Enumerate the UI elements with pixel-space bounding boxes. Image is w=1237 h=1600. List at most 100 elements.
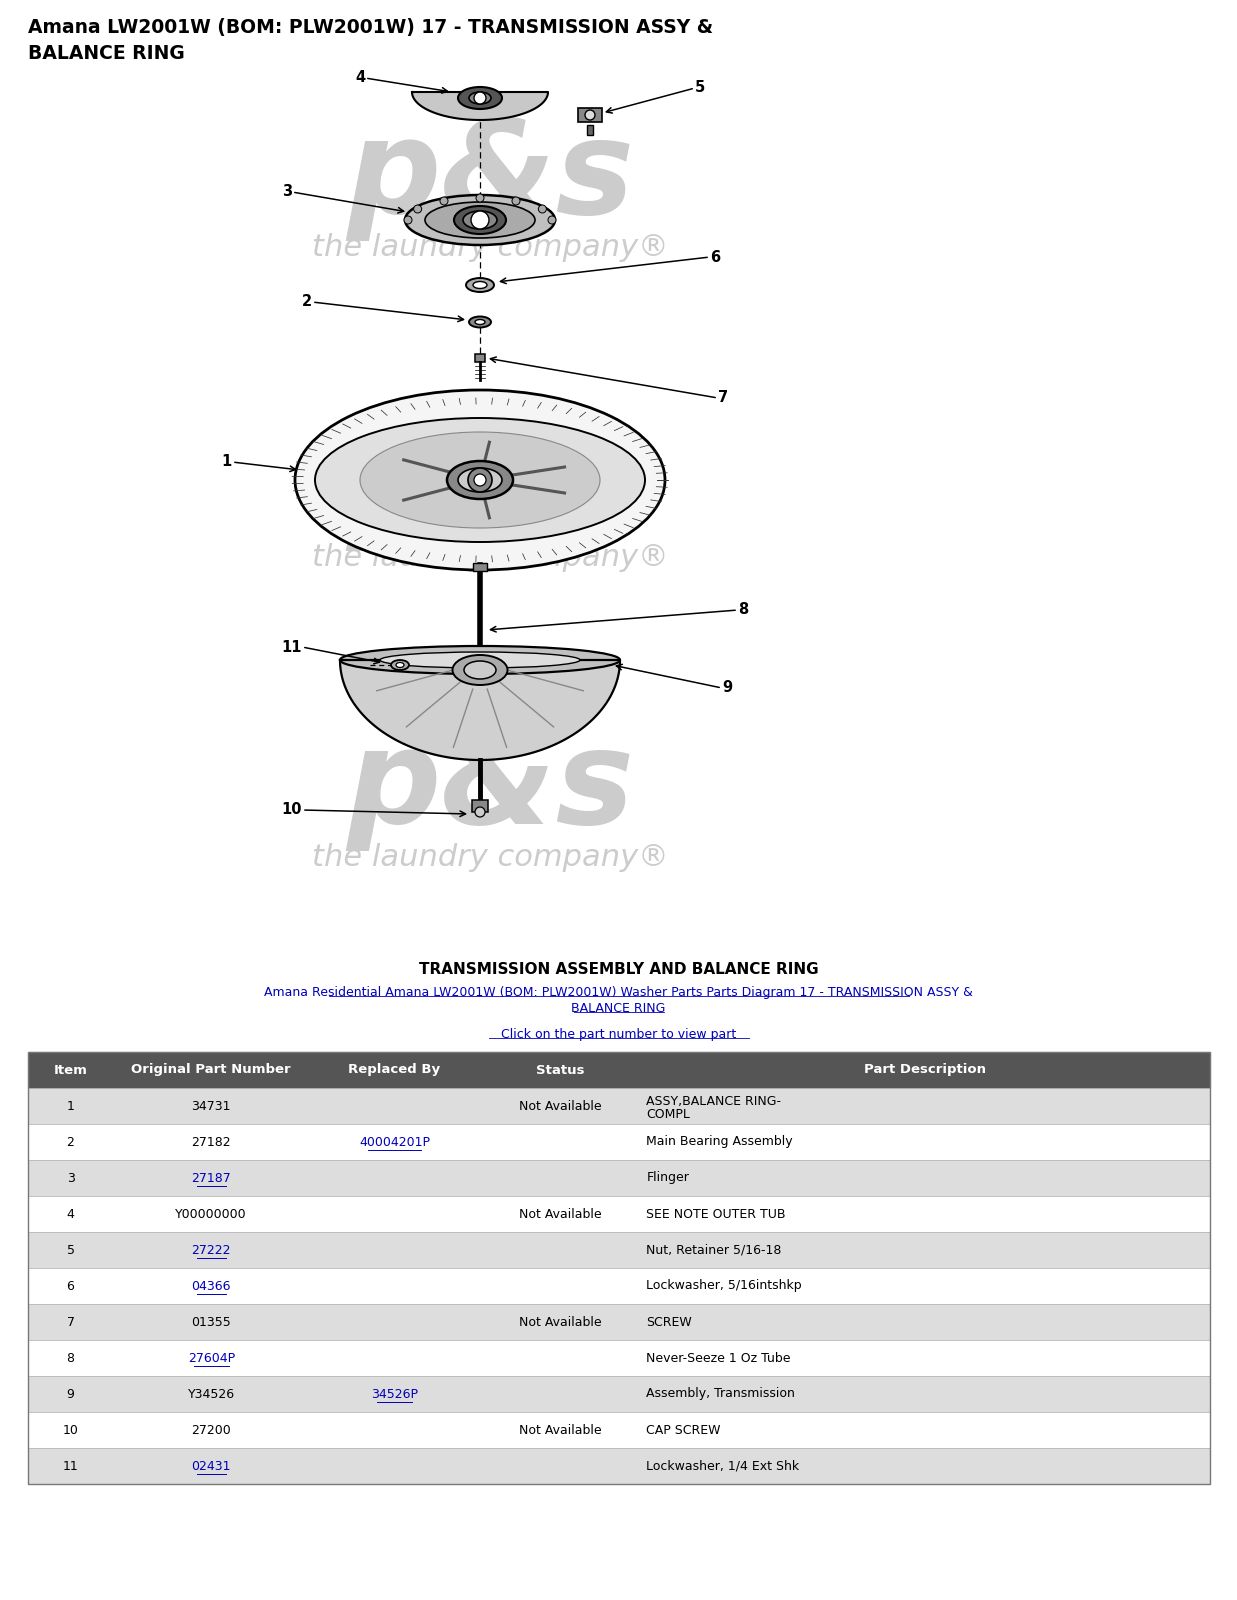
Text: 7: 7: [67, 1315, 74, 1328]
Circle shape: [512, 197, 520, 205]
Text: p&s: p&s: [346, 725, 635, 851]
Text: BALANCE RING: BALANCE RING: [28, 43, 184, 62]
Text: SCREW: SCREW: [646, 1315, 691, 1328]
Text: 6: 6: [710, 250, 720, 264]
Text: Never-Seeze 1 Oz Tube: Never-Seeze 1 Oz Tube: [646, 1352, 790, 1365]
Text: TRANSMISSION ASSEMBLY AND BALANCE RING: TRANSMISSION ASSEMBLY AND BALANCE RING: [418, 962, 819, 978]
Text: 11: 11: [63, 1459, 78, 1472]
Text: CAP SCREW: CAP SCREW: [646, 1424, 721, 1437]
Text: 6: 6: [67, 1280, 74, 1293]
Text: COMPL: COMPL: [646, 1109, 690, 1122]
Ellipse shape: [458, 467, 502, 493]
Ellipse shape: [473, 282, 487, 288]
Text: 27200: 27200: [192, 1424, 231, 1437]
Text: 2: 2: [302, 294, 312, 309]
Text: 8: 8: [738, 603, 748, 618]
Circle shape: [404, 216, 412, 224]
Ellipse shape: [360, 432, 600, 528]
Text: Lockwasher, 5/16intshkp: Lockwasher, 5/16intshkp: [646, 1280, 802, 1293]
Bar: [28, 1123, 1210, 1160]
Text: SEE NOTE OUTER TUB: SEE NOTE OUTER TUB: [646, 1208, 785, 1221]
Text: Not Available: Not Available: [518, 1424, 601, 1437]
Text: 5: 5: [695, 80, 705, 96]
Ellipse shape: [426, 202, 534, 238]
Text: Nut, Retainer 5/16-18: Nut, Retainer 5/16-18: [646, 1243, 782, 1256]
Text: 11: 11: [282, 640, 302, 654]
Text: BALANCE RING: BALANCE RING: [571, 1002, 666, 1014]
Bar: [473, 800, 489, 813]
Text: 1: 1: [221, 454, 233, 469]
Ellipse shape: [315, 418, 644, 542]
Text: p&s: p&s: [346, 424, 635, 552]
Ellipse shape: [380, 653, 580, 669]
Text: Part Description: Part Description: [865, 1064, 986, 1077]
Text: 27187: 27187: [192, 1171, 231, 1184]
Ellipse shape: [458, 86, 502, 109]
Ellipse shape: [447, 461, 513, 499]
Circle shape: [471, 211, 489, 229]
Circle shape: [474, 91, 486, 104]
Text: 27222: 27222: [192, 1243, 231, 1256]
Ellipse shape: [469, 317, 491, 328]
Bar: [475, 354, 485, 362]
Text: Click on the part number to view part: Click on the part number to view part: [501, 1029, 736, 1042]
Circle shape: [538, 205, 547, 213]
Bar: [28, 1088, 1210, 1123]
Bar: [588, 125, 593, 134]
Text: Lockwasher, 1/4 Ext Shk: Lockwasher, 1/4 Ext Shk: [646, 1459, 799, 1472]
Circle shape: [413, 205, 422, 213]
Ellipse shape: [469, 91, 491, 104]
Circle shape: [474, 474, 486, 486]
Bar: [28, 1341, 1210, 1376]
Text: Y34526: Y34526: [188, 1387, 235, 1400]
Bar: [28, 1376, 1210, 1411]
Circle shape: [585, 110, 595, 120]
Text: p&s: p&s: [346, 114, 635, 242]
Ellipse shape: [475, 320, 485, 325]
Text: 40004201P: 40004201P: [359, 1136, 430, 1149]
Text: 4: 4: [355, 70, 365, 85]
Text: Amana Residential Amana LW2001W (BOM: PLW2001W) Washer Parts Parts Diagram 17 - : Amana Residential Amana LW2001W (BOM: PL…: [263, 986, 974, 998]
Text: 10: 10: [63, 1424, 78, 1437]
Text: Flinger: Flinger: [646, 1171, 689, 1184]
Text: Status: Status: [536, 1064, 584, 1077]
Polygon shape: [412, 91, 548, 120]
Text: 9: 9: [722, 680, 732, 696]
Text: 34526P: 34526P: [371, 1387, 418, 1400]
Bar: [28, 1160, 1210, 1197]
Bar: [28, 1267, 1210, 1304]
Text: Not Available: Not Available: [518, 1099, 601, 1112]
Bar: [28, 1448, 1210, 1485]
Text: Main Bearing Assembly: Main Bearing Assembly: [646, 1136, 793, 1149]
Polygon shape: [340, 659, 620, 760]
Circle shape: [476, 194, 484, 202]
Circle shape: [548, 216, 555, 224]
Circle shape: [440, 197, 448, 205]
Text: 10: 10: [282, 803, 302, 818]
Text: 2: 2: [67, 1136, 74, 1149]
Circle shape: [475, 806, 485, 818]
Text: 27182: 27182: [192, 1136, 231, 1149]
Ellipse shape: [294, 390, 666, 570]
Bar: [578, 109, 602, 122]
Ellipse shape: [466, 278, 494, 291]
Text: the laundry company®: the laundry company®: [312, 843, 668, 872]
Text: 8: 8: [67, 1352, 74, 1365]
Circle shape: [468, 467, 492, 493]
Bar: [28, 1197, 1210, 1232]
Text: the laundry company®: the laundry company®: [312, 232, 668, 261]
Text: 04366: 04366: [192, 1280, 231, 1293]
Ellipse shape: [396, 662, 404, 667]
Ellipse shape: [464, 661, 496, 678]
Ellipse shape: [391, 659, 409, 670]
Text: Not Available: Not Available: [518, 1315, 601, 1328]
Text: 4: 4: [67, 1208, 74, 1221]
Text: Replaced By: Replaced By: [349, 1064, 440, 1077]
Bar: [473, 563, 487, 571]
Text: 02431: 02431: [192, 1459, 231, 1472]
Text: 3: 3: [282, 184, 292, 200]
Bar: [28, 1304, 1210, 1341]
Text: the laundry company®: the laundry company®: [312, 542, 668, 571]
Bar: [28, 1053, 1210, 1485]
Ellipse shape: [404, 195, 555, 245]
